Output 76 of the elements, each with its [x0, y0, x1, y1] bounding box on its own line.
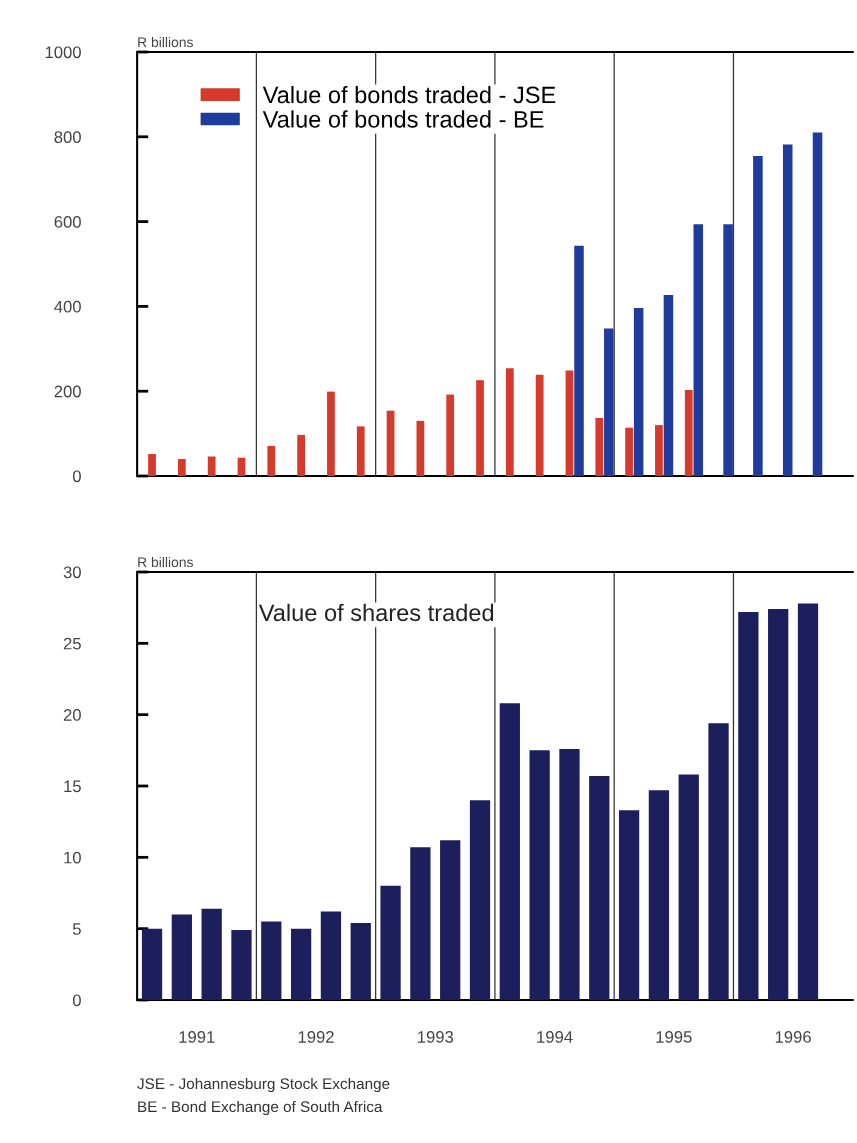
bar: [648, 790, 670, 1000]
bar: [574, 245, 584, 476]
bar: [738, 611, 759, 1000]
y-tick-label: 10: [64, 851, 81, 864]
bar: [604, 328, 614, 476]
bar: [589, 776, 610, 1000]
y-tick-label: 200: [54, 385, 81, 398]
y-tick-label: 0: [72, 470, 81, 483]
bar: [529, 750, 550, 1000]
bar: [618, 810, 640, 1000]
bar: [177, 459, 186, 476]
y-tick-label: 600: [54, 216, 81, 228]
bar: [261, 921, 282, 1000]
bar: [782, 144, 793, 476]
bar: [684, 389, 693, 476]
bar: [446, 394, 455, 476]
bar: [141, 928, 163, 1000]
bar: [440, 840, 461, 1000]
bar: [350, 922, 371, 1000]
y-tick-label: 1000: [45, 46, 81, 59]
bar: [812, 132, 823, 476]
bar: [171, 914, 192, 1000]
y-tick-label: 15: [64, 780, 81, 793]
bar: [267, 445, 276, 476]
y-tick-label: 30: [63, 566, 81, 579]
bar: [797, 603, 819, 1000]
legend-label: Value of bonds traded - JSE: [262, 85, 556, 104]
y-axis-title: R billions: [138, 556, 193, 568]
bar: [535, 374, 544, 476]
bar: [416, 420, 425, 476]
y-tick-label: 25: [63, 637, 81, 650]
bar: [327, 391, 335, 476]
bar: [768, 609, 789, 1000]
y-tick-label: 400: [54, 300, 81, 313]
x-tick-label: 1995: [656, 1031, 692, 1043]
bar: [753, 155, 763, 476]
bar: [678, 774, 699, 1000]
bar: [565, 370, 574, 476]
x-tick-label: 1991: [179, 1031, 215, 1043]
bar: [469, 800, 491, 1000]
bar: [207, 456, 216, 476]
bar: [290, 928, 312, 1000]
bar: [297, 434, 305, 476]
x-tick-label: 1992: [298, 1031, 334, 1043]
bar: [625, 427, 633, 476]
y-tick-label: 0: [72, 994, 81, 1007]
y-tick-label: 800: [54, 131, 81, 143]
bar: [559, 748, 580, 1000]
y-axis-title: R billions: [138, 36, 193, 48]
bar: [499, 703, 520, 1000]
bar: [201, 908, 222, 1000]
bar: [595, 417, 604, 476]
text: BE - Bond Exchange of South Africa: [138, 1100, 383, 1116]
y-tick-label: 5: [72, 923, 81, 935]
bar: [708, 723, 729, 1000]
bar: [386, 410, 395, 476]
bar: [723, 224, 733, 476]
bar: [693, 224, 704, 476]
bar: [663, 294, 674, 476]
legend-label: Value of bonds traded - BE: [262, 110, 544, 128]
bar: [320, 911, 342, 1000]
text: JSE - Johannesburg Stock Exchange: [137, 1077, 390, 1093]
bar: [231, 930, 252, 1000]
text: Value of shares traded: [258, 603, 494, 622]
bar: [380, 885, 401, 1000]
bar: [148, 453, 156, 476]
bar: [476, 380, 484, 476]
bar: [655, 425, 663, 476]
x-tick-label: 1994: [537, 1031, 573, 1043]
x-tick-label: 1993: [418, 1031, 454, 1043]
bar: [633, 308, 644, 476]
bar: [410, 847, 431, 1000]
bar: [356, 426, 365, 476]
x-tick-label: 1996: [775, 1031, 811, 1043]
y-tick-label: 20: [63, 709, 81, 721]
bar: [505, 368, 514, 476]
